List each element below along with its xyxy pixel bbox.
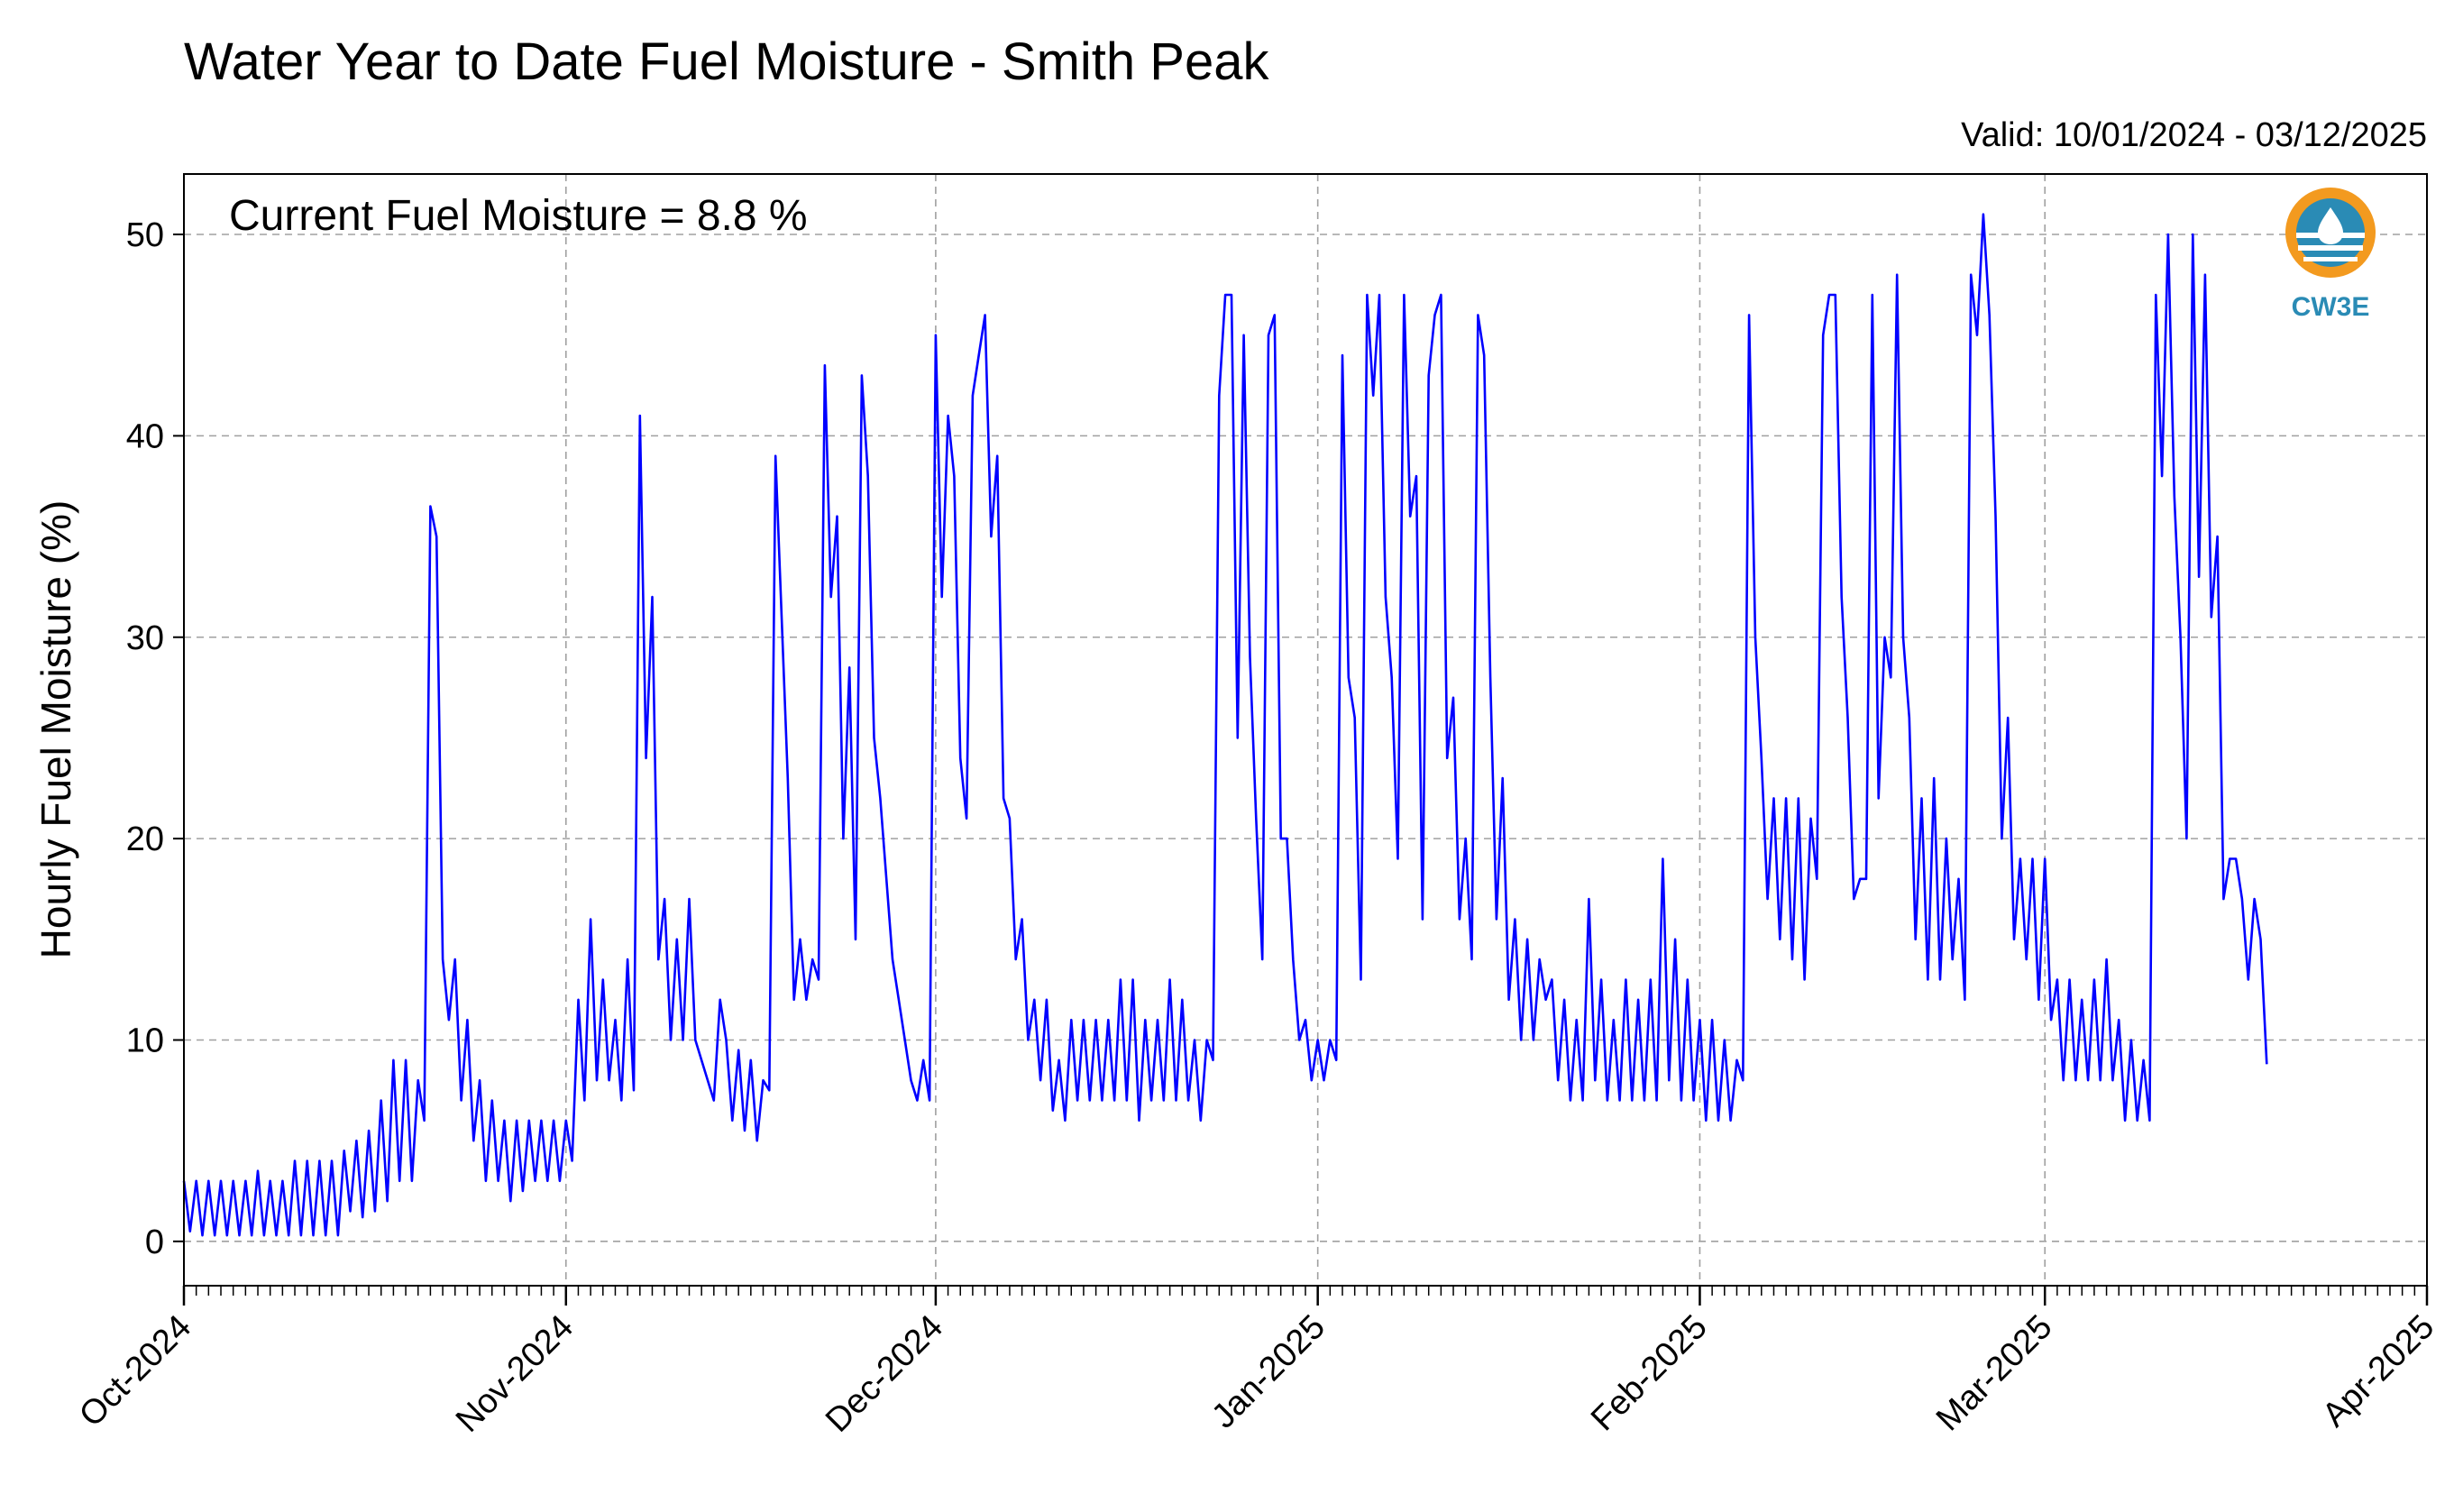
y-tick-label: 50 — [126, 216, 164, 254]
current-fuel-moisture-annotation: Current Fuel Moisture = 8.8 % — [229, 192, 808, 240]
y-tick-label: 10 — [126, 1022, 164, 1059]
y-tick-label: 40 — [126, 417, 164, 455]
logo-text: CW3E — [2292, 292, 2370, 322]
cw3e-logo: CW3E — [2285, 188, 2376, 322]
y-tick-label: 20 — [126, 820, 164, 858]
water-drop-icon — [2318, 207, 2343, 244]
y-tick-label: 30 — [126, 619, 164, 657]
fuel-moisture-series-line — [182, 213, 2268, 1237]
chart-title: Water Year to Date Fuel Moisture - Smith… — [184, 32, 1269, 91]
valid-date-range: Valid: 10/01/2024 - 03/12/2025 — [1961, 116, 2427, 154]
y-tick-label: 0 — [145, 1223, 164, 1261]
series-line-group — [182, 213, 2268, 1237]
y-axis-label: Hourly Fuel Moisture (%) — [32, 500, 79, 959]
grid-lines — [184, 174, 2427, 1286]
y-axis: 0 10 20 30 40 50 — [126, 216, 184, 1261]
